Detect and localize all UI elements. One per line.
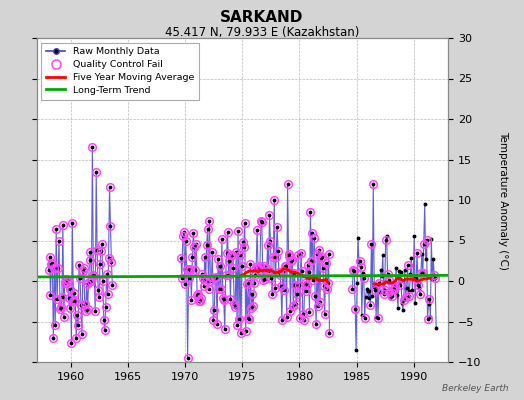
Legend: Raw Monthly Data, Quality Control Fail, Five Year Moving Average, Long-Term Tren: Raw Monthly Data, Quality Control Fail, …	[41, 43, 199, 100]
Y-axis label: Temperature Anomaly (°C): Temperature Anomaly (°C)	[498, 130, 508, 270]
Text: Berkeley Earth: Berkeley Earth	[442, 384, 508, 393]
Text: SARKAND: SARKAND	[220, 10, 304, 25]
Text: 45.417 N, 79.933 E (Kazakhstan): 45.417 N, 79.933 E (Kazakhstan)	[165, 26, 359, 39]
